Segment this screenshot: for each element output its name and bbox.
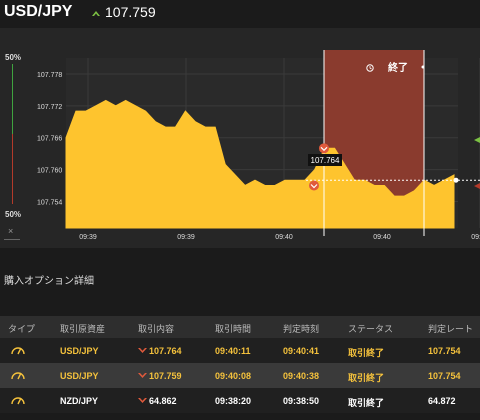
content-value: 64.862: [149, 396, 177, 406]
content-value: 107.764: [149, 346, 182, 356]
current-price-dot: [453, 177, 459, 183]
section-title: 購入オプション詳細: [4, 276, 94, 287]
y-tick-label: 107.754: [37, 199, 62, 206]
gauge-green-line: [12, 64, 13, 134]
y-tick-label: 107.772: [37, 104, 62, 111]
price-label-box: [308, 154, 342, 166]
header-type: タイプ: [8, 324, 36, 334]
y-tick-label: 107.760: [37, 168, 62, 175]
currency-pair-title: USD/JPY: [4, 3, 73, 20]
gauge-top-percent: 50%: [5, 53, 22, 62]
asset-cell: USD/JPY: [60, 346, 99, 356]
header-content: 取引内容: [138, 324, 175, 334]
x-tick-label: 09:40: [275, 234, 293, 241]
asset-cell: USD/JPY: [60, 371, 99, 381]
table-row[interactable]: USD/JPY 107.764 09:40:11 09:40:41 取引終了 107.75…: [0, 338, 480, 363]
header-asset: 取引原資産: [60, 324, 106, 334]
up-trend-icon: [474, 137, 480, 143]
content-value: 107.759: [149, 371, 182, 381]
header-trade-time: 取引時間: [215, 324, 252, 334]
gauge-red-line: [12, 134, 13, 204]
trade-time-cell: 09:40:11: [215, 346, 251, 356]
table-row[interactable]: USD/JPY 107.759 09:40:08 09:40:38 取引終了 107.75…: [0, 363, 480, 388]
clock-hand: [369, 66, 372, 70]
entry-marker: [309, 180, 319, 191]
content-cell: 107.764: [138, 346, 182, 356]
header-judge-time: 判定時刻: [283, 324, 320, 334]
status-cell: 取引終了: [348, 373, 385, 383]
x-tick-label: 09:39: [79, 234, 97, 241]
x-tick-label: 09:40: [471, 234, 480, 241]
content-cell: 64.862: [138, 396, 177, 406]
entry-marker: [319, 143, 329, 154]
chart-svg: 107.764 終了 107.778 107.772 107.766 107.760 107…: [30, 50, 480, 242]
up-arrow-icon: [92, 11, 100, 16]
current-price: 107.759: [105, 4, 156, 20]
header-rate: 判定レート: [428, 324, 474, 334]
judge-time-cell: 09:40:41: [283, 346, 320, 356]
x-tick-label: 09:40: [373, 234, 391, 241]
gauge-icon: [11, 347, 25, 355]
rate-cell: 107.754: [428, 371, 461, 381]
gauge-icon: [11, 397, 25, 405]
expiry-dot: [421, 65, 425, 69]
table-row[interactable]: NZD/JPY 64.862 09:38:20 09:38:50 取引終了 64.872: [0, 388, 480, 413]
trade-time-cell: 09:38:20: [215, 396, 252, 406]
marker-down-arrow-icon: [320, 146, 328, 152]
asset-cell: NZD/JPY: [60, 396, 99, 406]
y-tick-label: 107.766: [37, 136, 62, 143]
price-chart[interactable]: 107.764 終了 107.778 107.772 107.766 107.760 107…: [30, 50, 480, 242]
down-arrow-icon: [138, 373, 147, 379]
judge-time-cell: 09:38:50: [283, 396, 320, 406]
close-icon[interactable]: ×: [8, 226, 14, 236]
options-table: タイプ 取引原資産 取引内容 取引時間 判定時刻 ステータス 判定レート USD…: [0, 316, 480, 413]
sentiment-gauge: 50% 50% ×: [0, 50, 26, 242]
table-header: タイプ 取引原資産 取引内容 取引時間 判定時刻 ステータス 判定レート: [0, 316, 480, 338]
status-cell: 取引終了: [348, 398, 385, 408]
top-bar: USD/JPY 107.759: [0, 0, 480, 28]
clock-icon: [366, 64, 374, 72]
down-trend-icon: [474, 183, 480, 189]
x-tick-label: 09:39: [177, 234, 195, 241]
price-area-series: [65, 99, 455, 229]
expiry-label: 終了: [388, 61, 408, 74]
marker-down-arrow-icon: [310, 184, 318, 189]
gauge-icon: [11, 372, 25, 380]
down-arrow-icon: [138, 348, 147, 354]
gauge-bottom-percent: 50%: [5, 210, 22, 219]
rate-cell: 107.754: [428, 346, 461, 356]
header-status: ステータス: [348, 324, 394, 334]
gauge-divider: [4, 239, 20, 240]
down-arrow-icon: [138, 398, 147, 404]
y-tick-label: 107.778: [37, 72, 62, 79]
status-cell: 取引終了: [348, 348, 385, 358]
judge-time-cell: 09:40:38: [283, 371, 320, 381]
content-cell: 107.759: [138, 371, 182, 381]
price-label-text: 107.764: [311, 156, 340, 165]
rate-cell: 64.872: [428, 396, 456, 406]
trade-time-cell: 09:40:08: [215, 371, 252, 381]
